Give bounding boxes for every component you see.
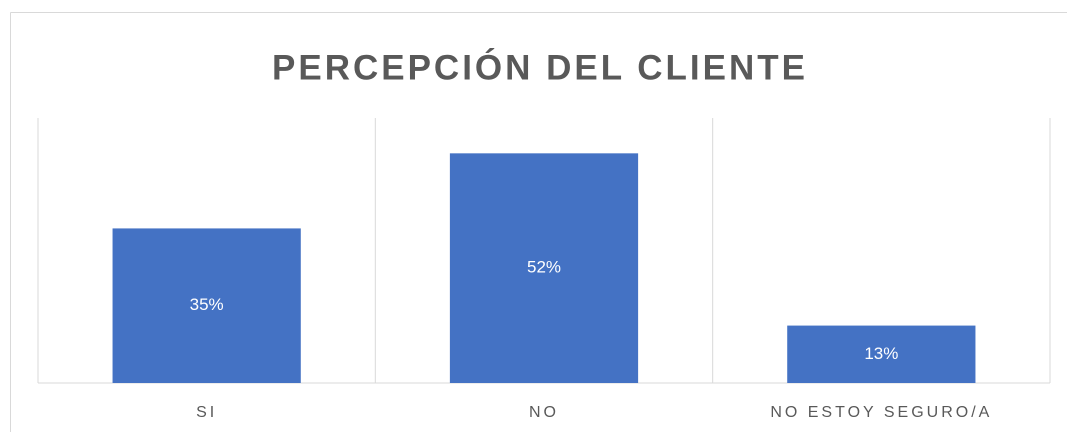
bar [787,325,976,383]
data-label: 52% [527,258,561,277]
bar [449,153,639,383]
x-tick-label: NO ESTOY SEGURO/A [770,404,992,421]
x-tick-label: NO [529,404,559,421]
bar [112,228,301,383]
chart-title: PERCEPCIÓN DEL CLIENTE [272,47,808,87]
data-label: 35% [190,295,224,314]
data-label: 13% [864,344,898,363]
x-tick-label: SI [196,404,217,421]
